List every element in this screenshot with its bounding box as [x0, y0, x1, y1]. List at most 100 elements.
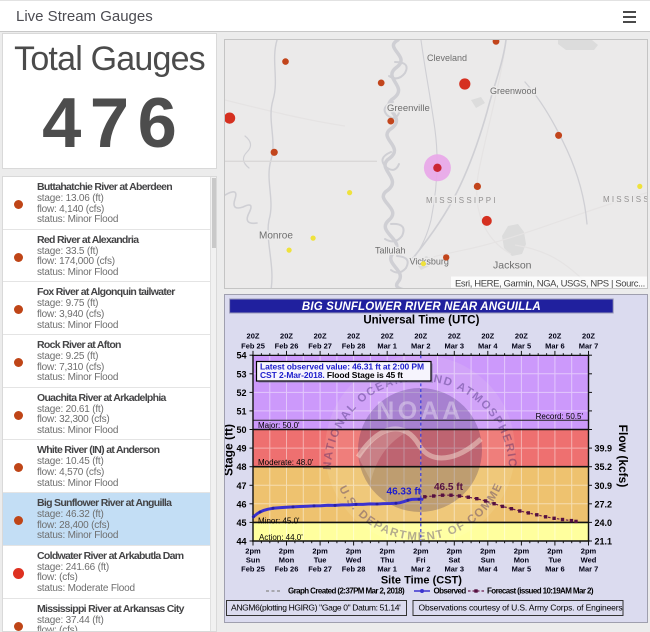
svg-text:Greenwood: Greenwood: [490, 86, 537, 96]
svg-text:2pm: 2pm: [379, 547, 395, 556]
svg-text:Feb 26: Feb 26: [275, 565, 299, 574]
svg-text:Flow (kcfs): Flow (kcfs): [616, 425, 630, 488]
svg-text:50: 50: [236, 425, 246, 435]
svg-text:2pm: 2pm: [480, 547, 496, 556]
svg-text:Minor: 45.0': Minor: 45.0': [258, 516, 300, 525]
svg-text:46.33 ft: 46.33 ft: [387, 487, 422, 498]
svg-text:Record: 50.5': Record: 50.5': [536, 412, 584, 421]
svg-text:Sun: Sun: [481, 556, 496, 565]
svg-text:20Z: 20Z: [481, 332, 494, 341]
svg-text:MISSISS: MISSISS: [603, 195, 648, 204]
svg-text:20Z: 20Z: [381, 332, 394, 341]
svg-text:Tue: Tue: [314, 556, 327, 565]
svg-text:20Z: 20Z: [582, 332, 595, 341]
svg-text:Wed: Wed: [346, 556, 362, 565]
svg-text:49: 49: [236, 444, 246, 454]
svg-text:Stage (ft): Stage (ft): [225, 424, 236, 476]
svg-text:Tallulah: Tallulah: [375, 246, 406, 256]
svg-text:Fri: Fri: [416, 556, 426, 565]
svg-text:Mar 4: Mar 4: [478, 565, 498, 574]
svg-text:Mon: Mon: [279, 556, 295, 565]
svg-text:Mar 2: Mar 2: [411, 565, 431, 574]
svg-text:Greenville: Greenville: [387, 103, 430, 114]
svg-text:Observed: Observed: [434, 587, 467, 596]
svg-text:Mar 5: Mar 5: [512, 565, 532, 574]
svg-text:51: 51: [236, 406, 246, 416]
svg-text:Major: 50.0': Major: 50.0': [258, 421, 300, 430]
svg-text:2pm: 2pm: [279, 547, 295, 556]
svg-text:CST 2-Mar-2018. Flood Stage i: CST 2-Mar-2018. Flood Stage is 45 ft: [260, 370, 403, 380]
svg-text:BIG SUNFLOWER RIVER NEAR ANGUI: BIG SUNFLOWER RIVER NEAR ANGUILLA: [302, 301, 541, 313]
svg-text:20Z: 20Z: [548, 332, 561, 341]
svg-text:20Z: 20Z: [414, 332, 427, 341]
svg-text:39.9: 39.9: [595, 444, 613, 454]
svg-text:Mar 1: Mar 1: [377, 565, 397, 574]
svg-text:Mon: Mon: [514, 556, 530, 565]
svg-text:20Z: 20Z: [448, 332, 461, 341]
svg-text:Latest observed value: 46.31: Latest observed value: 46.31 ft at 2:00 …: [260, 362, 424, 372]
svg-text:Mar 4: Mar 4: [478, 342, 498, 351]
svg-text:Feb 28: Feb 28: [342, 565, 366, 574]
svg-text:Sat: Sat: [448, 556, 460, 565]
svg-text:20Z: 20Z: [314, 332, 327, 341]
svg-text:ANGM6(plotting HGIRG) "Gage 0": ANGM6(plotting HGIRG) "Gage 0" Datum: 51…: [231, 603, 401, 613]
svg-text:27.2: 27.2: [595, 499, 613, 509]
svg-text:Forecast (issued 10:19AM Mar 2: Forecast (issued 10:19AM Mar 2): [487, 587, 594, 596]
svg-text:20Z: 20Z: [515, 332, 528, 341]
svg-text:Mar 3: Mar 3: [445, 565, 465, 574]
svg-text:Mar 1: Mar 1: [377, 342, 397, 351]
svg-text:Mar 6: Mar 6: [545, 342, 565, 351]
svg-text:Observations courtesy of U.S.: Observations courtesy of U.S. Army Corps…: [419, 603, 623, 613]
svg-text:53: 53: [236, 369, 246, 379]
svg-text:Feb 27: Feb 27: [308, 342, 332, 351]
svg-text:Feb 26: Feb 26: [275, 342, 299, 351]
svg-text:Sun: Sun: [246, 556, 261, 565]
svg-text:30.9: 30.9: [595, 481, 613, 491]
svg-text:2pm: 2pm: [413, 547, 429, 556]
svg-text:2pm: 2pm: [312, 547, 328, 556]
svg-text:Site Time (CST): Site Time (CST): [381, 575, 462, 587]
svg-text:44: 44: [236, 537, 246, 547]
svg-text:Feb 27: Feb 27: [308, 565, 332, 574]
svg-text:NOAA: NOAA: [376, 397, 464, 425]
svg-text:2pm: 2pm: [581, 547, 597, 556]
svg-text:2pm: 2pm: [447, 547, 463, 556]
svg-text:2pm: 2pm: [346, 547, 362, 556]
svg-text:46.5 ft: 46.5 ft: [434, 482, 464, 493]
svg-text:46: 46: [236, 499, 246, 509]
svg-text:Mar 3: Mar 3: [445, 342, 465, 351]
svg-text:Cleveland: Cleveland: [427, 53, 467, 63]
svg-text:47: 47: [236, 481, 246, 491]
svg-text:2pm: 2pm: [245, 547, 261, 556]
svg-text:2pm: 2pm: [514, 547, 530, 556]
svg-text:20Z: 20Z: [247, 332, 260, 341]
svg-text:Jackson: Jackson: [493, 260, 532, 272]
svg-text:Mar 6: Mar 6: [545, 565, 565, 574]
svg-text:20Z: 20Z: [347, 332, 360, 341]
svg-text:Mar 7: Mar 7: [579, 342, 599, 351]
svg-text:21.1: 21.1: [595, 537, 613, 547]
svg-text:20Z: 20Z: [280, 332, 293, 341]
svg-text:Vicksburg: Vicksburg: [410, 257, 449, 267]
svg-text:Feb 25: Feb 25: [241, 565, 265, 574]
svg-text:2pm: 2pm: [547, 547, 563, 556]
svg-text:MISSISSIPPI: MISSISSIPPI: [426, 196, 498, 205]
svg-text:Mar 2: Mar 2: [411, 342, 431, 351]
svg-text:Feb 25: Feb 25: [241, 342, 265, 351]
svg-text:Moderate: 48.0': Moderate: 48.0': [258, 458, 314, 467]
svg-text:54: 54: [236, 351, 246, 361]
svg-text:Esri, HERE, Garmin, NGA, USGS,: Esri, HERE, Garmin, NGA, USGS, NPS | Sou…: [455, 279, 645, 290]
svg-text:Mar 7: Mar 7: [579, 565, 599, 574]
svg-text:35.2: 35.2: [595, 462, 613, 472]
svg-text:52: 52: [236, 388, 246, 398]
svg-text:24.0: 24.0: [595, 518, 613, 528]
svg-text:45: 45: [236, 518, 246, 528]
svg-text:Tue: Tue: [549, 556, 562, 565]
svg-text:48: 48: [236, 462, 246, 472]
svg-text:Mar 5: Mar 5: [512, 342, 532, 351]
svg-text:Universal Time (UTC): Universal Time (UTC): [363, 315, 479, 327]
svg-text:Wed: Wed: [581, 556, 597, 565]
svg-text:Action: 44.0': Action: 44.0': [259, 533, 303, 542]
svg-text:Monroe: Monroe: [259, 231, 293, 242]
svg-text:Graph Created (2:37PM Mar 2, 2: Graph Created (2:37PM Mar 2, 2018): [288, 587, 405, 596]
